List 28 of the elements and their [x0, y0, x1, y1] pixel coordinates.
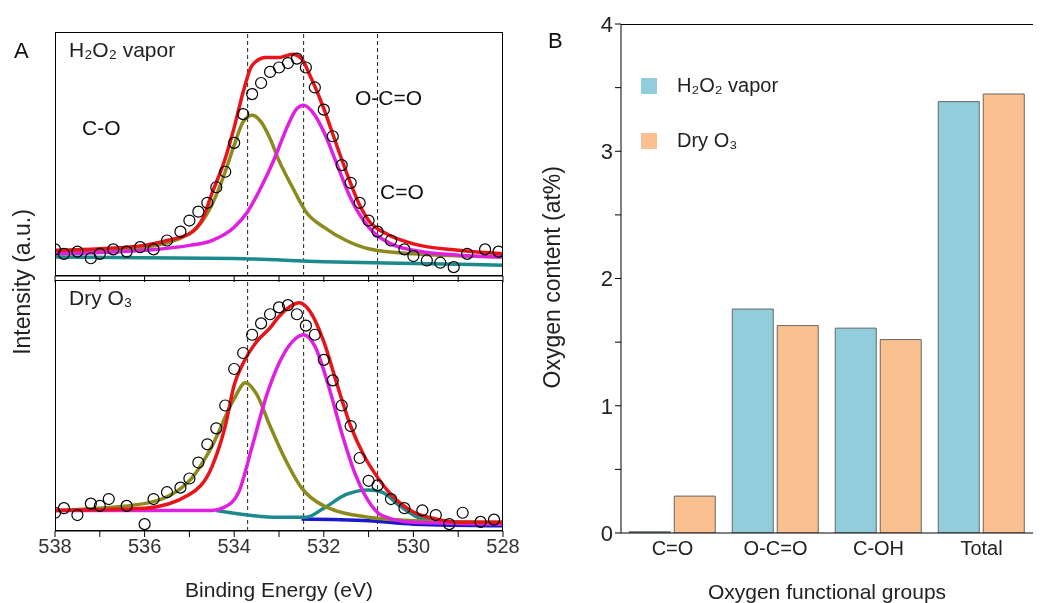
y-axis-title: Oxygen content (at%) — [539, 166, 566, 389]
y-tick-label: 4 — [600, 11, 613, 37]
x-tick-label: Total — [960, 537, 1003, 560]
annotation: C=O — [380, 180, 424, 204]
annotation: O-C=O — [355, 86, 423, 110]
x-axis-title: Oxygen functional groups — [707, 580, 947, 603]
y-tick-label: 0 — [600, 520, 613, 546]
annotation: C-O — [82, 116, 121, 140]
x-tick-label: C-OH — [852, 537, 905, 560]
y-tick-label: 2 — [600, 266, 613, 292]
text: B — [548, 28, 563, 54]
y-axis-title: Intensity (a.u.) — [8, 209, 36, 355]
y-tick-label: 1 — [600, 393, 613, 419]
x-tick-label: 530 — [396, 535, 431, 558]
y-tick-label: 3 — [600, 139, 613, 165]
x-tick-label: 528 — [486, 535, 520, 558]
legend-label: Dry O₃ — [677, 129, 738, 152]
x-tick-label: 532 — [307, 535, 341, 558]
x-tick-label: 536 — [127, 535, 162, 558]
legend-label: H₂O₂ vapor — [677, 74, 779, 97]
x-tick-label: 534 — [217, 535, 251, 558]
chart-title: H₂O₂ vapor — [69, 38, 176, 62]
x-axis-title: Binding Energy (eV) — [185, 578, 373, 601]
x-tick-label: O-C=O — [743, 537, 808, 560]
chart-title: Dry O₃ — [69, 286, 133, 310]
x-tick-label: C=O — [651, 537, 694, 560]
text: A — [14, 38, 29, 64]
x-tick-label: 538 — [38, 535, 72, 558]
